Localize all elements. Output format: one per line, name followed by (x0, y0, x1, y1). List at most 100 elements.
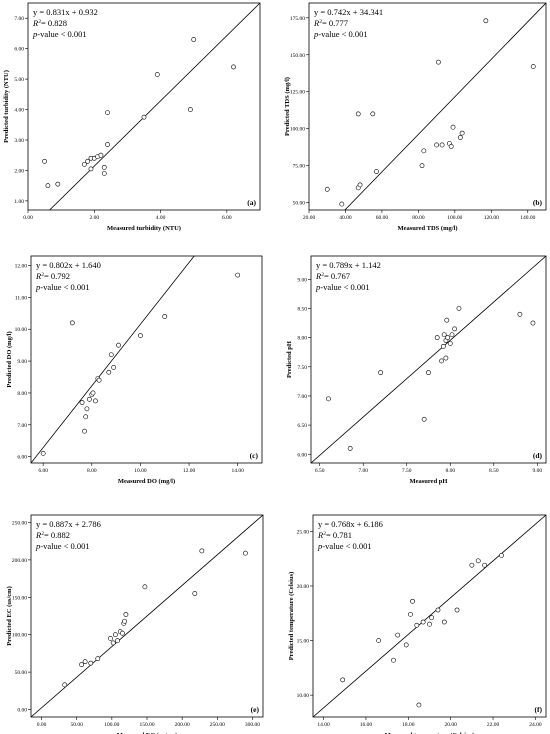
y-axis-label: Predicted temperature (Celsius) (288, 572, 295, 661)
data-point (444, 317, 450, 323)
data-point (420, 619, 426, 625)
plot-frame (312, 514, 547, 718)
data-point (142, 584, 148, 590)
data-point (86, 396, 92, 402)
equation-text: y = 0.789x + 1.142 (316, 260, 381, 270)
x-axis-label: Measured pH (410, 478, 448, 485)
panel-label: (b) (533, 198, 543, 207)
data-point (517, 311, 523, 317)
y-tick-label: 9.00 (17, 359, 27, 365)
data-point (378, 370, 384, 376)
data-point (340, 677, 346, 683)
data-point (326, 396, 331, 402)
p-value: -value < 0.001 (320, 282, 369, 292)
r-squared-value: = 0.828 (41, 18, 67, 28)
data-point (441, 619, 447, 625)
y-tick-label: 20.00 (297, 584, 310, 590)
p-symbol: p (313, 29, 318, 39)
x-tick-label: 8.50 (489, 468, 499, 474)
data-point (499, 553, 504, 558)
p-value: -value < 0.001 (322, 541, 371, 551)
data-point (427, 621, 432, 627)
x-axis-label: Measured temperature (Celsius) (385, 732, 475, 734)
data-point (199, 548, 205, 554)
equation-text: y = 0.887x + 2.786 (36, 519, 101, 529)
y-tick-label: 100.00 (12, 633, 27, 639)
data-point (429, 615, 435, 621)
r-squared-symbol: R (35, 271, 42, 281)
data-point (374, 169, 379, 174)
r-squared-exponent: 2 (321, 272, 324, 278)
data-point (154, 72, 160, 77)
x-tick-label: 140.00 (520, 215, 535, 221)
data-point (447, 341, 453, 346)
r-squared-exponent: 2 (38, 19, 41, 25)
data-point (339, 201, 345, 207)
data-point (448, 144, 454, 149)
data-point (111, 365, 117, 370)
x-tick-label: 8.00 (445, 468, 455, 474)
data-point (410, 598, 415, 604)
p-value-text: p-value < 0.001 (35, 282, 90, 292)
chart-panel-2: 20.00 40.00 60.00 80.00 100.00 120.00 140.00 50… (284, 2, 547, 232)
x-tick-label: 80.00 (412, 215, 425, 221)
plot-frame (308, 2, 547, 211)
data-point (40, 451, 46, 456)
p-symbol: p (35, 282, 40, 292)
x-tick-label: 40.00 (339, 215, 352, 221)
data-point (138, 333, 143, 339)
data-point (376, 638, 382, 643)
r-squared-value: = 0.882 (44, 530, 70, 540)
data-point (419, 163, 425, 169)
p-value: -value < 0.001 (40, 541, 89, 551)
p-symbol: p (317, 541, 322, 551)
data-point (450, 124, 456, 130)
data-point (82, 659, 88, 665)
x-tick-label: 14.00 (317, 722, 330, 728)
data-point (441, 332, 447, 338)
data-point (454, 607, 460, 613)
data-point (112, 632, 118, 638)
y-tick-label: 75.00 (293, 164, 306, 170)
y-tick-label: 50.00 (293, 201, 306, 207)
data-point (231, 64, 236, 70)
fit-line (313, 515, 546, 717)
data-point (95, 656, 101, 662)
plot-frame (310, 255, 547, 464)
data-point (69, 320, 75, 326)
p-value: -value < 0.001 (318, 29, 367, 39)
x-tick-label: 150.00 (139, 722, 154, 728)
x-tick-label: 60.00 (376, 215, 389, 221)
x-tick-label: 9.00 (532, 468, 542, 474)
y-tick-label: 3.00 (14, 138, 24, 144)
data-point (82, 428, 87, 434)
data-point (191, 37, 197, 42)
p-value-text: p-value < 0.001 (313, 29, 368, 39)
data-point (434, 335, 440, 341)
r-squared-symbol: R (317, 530, 324, 540)
x-tick-label: 200.00 (175, 722, 190, 728)
y-tick-label: 150.00 (290, 53, 305, 59)
p-value-text: p-value < 0.001 (32, 29, 87, 39)
chart-panel-4: 6.50 7.00 7.50 8.00 8.50 9.00 6.00 6.50 7.00 7.50… (286, 255, 547, 485)
chart-panel-1: 0.00 2.00 4.00 6.00 1.00 2.00 3.00 4.00 5.00 6.00… (3, 2, 261, 232)
p-value: -value < 0.001 (40, 282, 89, 292)
p-value-text: p-value < 0.001 (35, 541, 90, 551)
data-point (475, 558, 481, 564)
data-point (435, 607, 441, 613)
y-tick-label: 25.00 (297, 529, 310, 535)
panel-label: (a) (247, 198, 256, 207)
panel-label: (d) (533, 451, 543, 460)
data-point (55, 181, 61, 187)
p-symbol: p (35, 541, 40, 551)
data-point (459, 130, 465, 136)
fit-line (31, 515, 263, 717)
plot-frame (27, 2, 261, 211)
data-point (96, 377, 102, 383)
x-tick-label: 18.00 (402, 722, 415, 728)
equation-text: y = 0.742x + 34.341 (314, 7, 383, 17)
y-tick-label: 9.00 (297, 277, 307, 283)
data-point (84, 406, 90, 412)
equation-text: y = 0.768x + 6.186 (318, 519, 383, 529)
plot-frame (30, 255, 263, 464)
